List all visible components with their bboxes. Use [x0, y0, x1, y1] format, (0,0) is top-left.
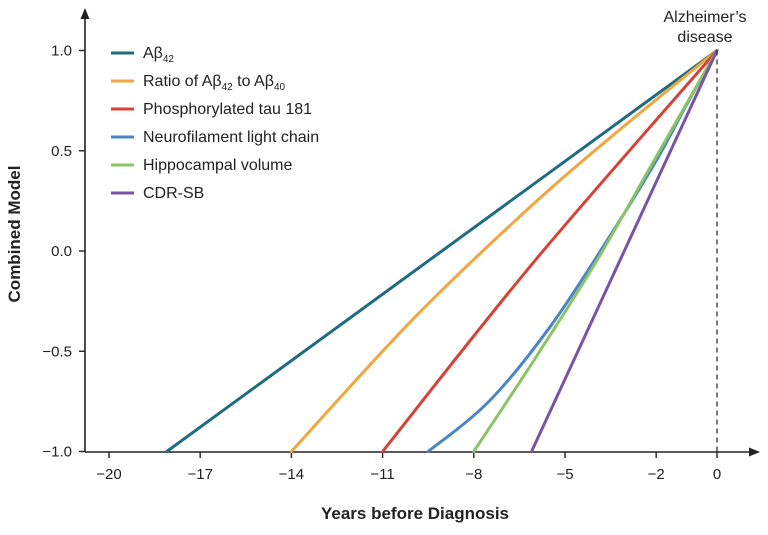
- legend-label-sub: 42: [163, 54, 175, 65]
- x-tick-label: −11: [370, 466, 394, 483]
- legend-label-main: Neurofilament light chain: [143, 129, 319, 146]
- legend-label-part: 40: [274, 82, 286, 93]
- y-tick-label: −0.5: [42, 343, 72, 360]
- y-axis-arrow: [80, 8, 90, 19]
- legend-label-5: CDR-SB: [143, 185, 204, 202]
- x-tick-label: −20: [96, 466, 121, 483]
- x-tick-label: −14: [279, 466, 304, 483]
- legend-label-part: Ratio of Aβ: [143, 73, 222, 90]
- series-line-0: [165, 49, 719, 453]
- x-tick-label: −17: [187, 466, 212, 483]
- legend-label-main: Phosphorylated tau 181: [143, 101, 312, 118]
- y-axis-title: Combined Model: [5, 166, 24, 303]
- series-line-4: [472, 49, 719, 453]
- series-line-3: [426, 49, 719, 453]
- x-tick-label: −2: [648, 466, 665, 483]
- series-line-1: [289, 49, 719, 453]
- legend-label-part: 42: [222, 82, 234, 93]
- y-tick-label: 0.5: [51, 143, 72, 160]
- legend-label-2: Phosphorylated tau 181: [143, 101, 312, 118]
- legend-label-main: Aβ: [143, 45, 163, 62]
- x-tick-label: −8: [465, 466, 482, 483]
- series-line-2: [381, 49, 719, 453]
- annotation-label: disease: [677, 29, 732, 46]
- y-tick-label: 1.0: [51, 43, 72, 60]
- legend-label-4: Hippocampal volume: [143, 157, 293, 174]
- x-tick-label: 0: [713, 466, 721, 483]
- y-tick-label: −1.0: [42, 444, 72, 461]
- annotation-label: Alzheimer’s: [664, 9, 747, 26]
- x-axis-title: Years before Diagnosis: [321, 504, 509, 523]
- legend-label-3: Neurofilament light chain: [143, 129, 319, 146]
- legend-label-1: Ratio of Aβ42 to Aβ40: [143, 73, 285, 93]
- legend-label-main: Hippocampal volume: [143, 157, 293, 174]
- legend-label-part: to Aβ: [233, 73, 274, 90]
- x-axis-arrow: [749, 447, 760, 457]
- legend-label-0: Aβ42: [143, 45, 174, 65]
- series-line-5: [530, 49, 719, 453]
- x-tick-label: −5: [556, 466, 573, 483]
- axes: [80, 8, 760, 457]
- legend-label-main: CDR-SB: [143, 185, 204, 202]
- y-tick-label: 0.0: [51, 243, 72, 260]
